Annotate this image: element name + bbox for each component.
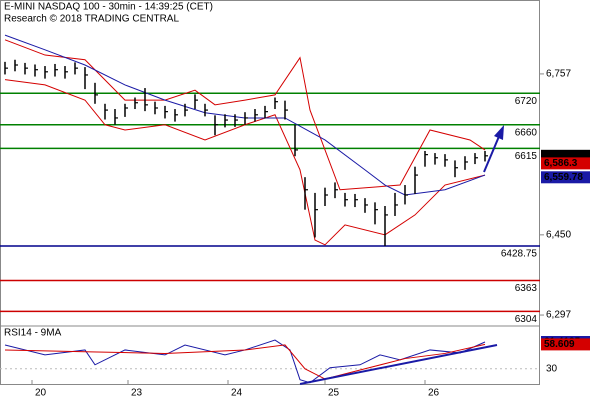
rsi-line [4, 343, 486, 380]
x-tick-label: 20 [35, 388, 47, 399]
price-marker [541, 338, 590, 351]
level-label: 6615 [515, 151, 538, 162]
rsi-panel [0, 339, 540, 384]
level-label: 6428.75 [501, 249, 538, 260]
chart-title: E-MINI NASDAQ 100 - 30min - 14:39:25 (CE… [4, 2, 213, 13]
level-label: 6660 [515, 127, 538, 138]
chart-subtitle: Research © 2018 TRADING CENTRAL [4, 14, 179, 25]
rsi-trendline [299, 344, 498, 385]
y-tick-label: 6,297 [546, 310, 571, 321]
price-marker-label: 58.609 [544, 339, 575, 350]
projection-arrow [483, 133, 501, 173]
price-marker-label: 6,600.75 [544, 150, 583, 161]
level-label: 6363 [515, 283, 538, 294]
overlay-line [4, 79, 486, 246]
price-marker [541, 171, 590, 184]
level-label: 6304 [515, 314, 538, 325]
x-tick-label: 24 [231, 388, 243, 399]
price-marker-label: 6,586.3 [544, 158, 578, 169]
price-marker [541, 157, 590, 170]
x-tick-label: 23 [131, 388, 143, 399]
y-tick-label: 6,757 [546, 69, 571, 80]
main-panel: 6720 6660 6615 6428.75 6363 6304 [0, 34, 540, 325]
price-marker-label: 6,559.78 [544, 172, 583, 183]
overlay-line [4, 39, 486, 191]
level-label: 6720 [515, 96, 538, 107]
axes: 6,757 6,450 6,297 20 23 24 25 26 30 6,600.756,586… [31, 69, 590, 399]
rsi-tick-label: 30 [546, 363, 558, 374]
x-tick-label: 25 [328, 388, 340, 399]
rsi-title: RSI14 - 9MA [4, 328, 62, 339]
x-tick-label: 26 [428, 388, 440, 399]
arrow-head [494, 125, 504, 140]
y-tick-label: 6,450 [546, 229, 571, 240]
plot-frame [0, 0, 540, 385]
